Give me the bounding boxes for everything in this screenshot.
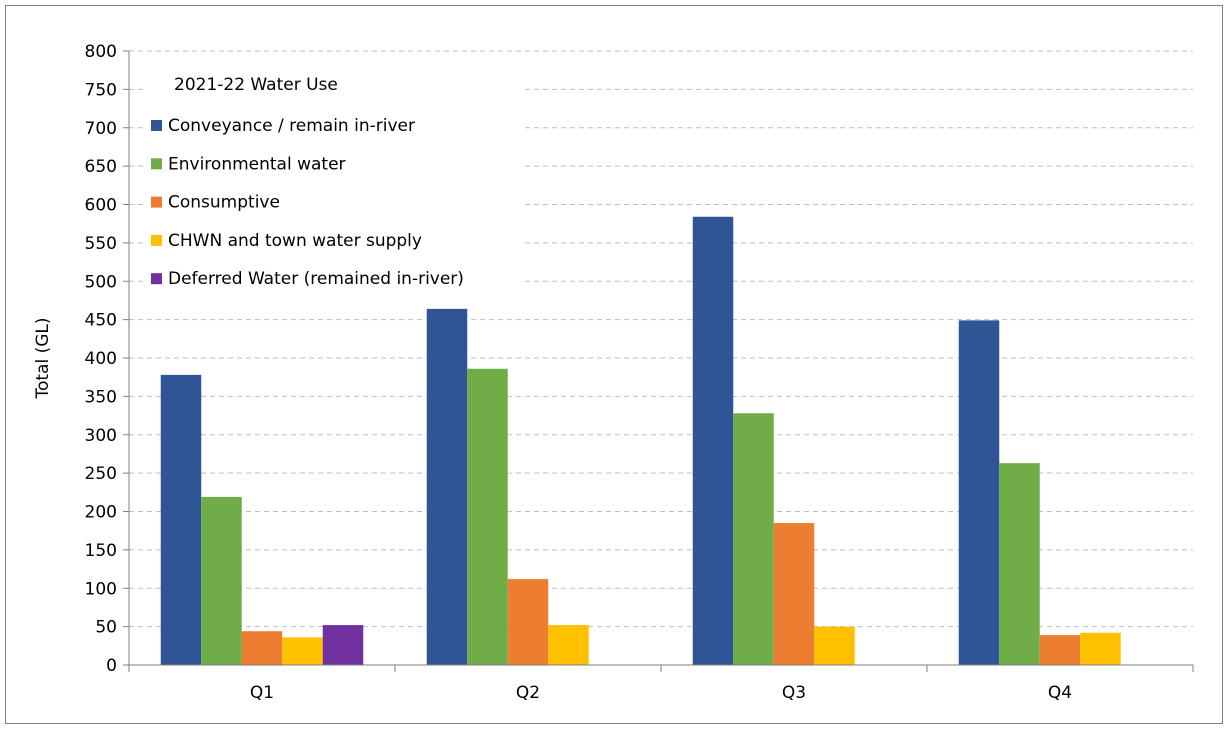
- bar-q1-series-1: [160, 374, 202, 665]
- legend-box: [146, 60, 521, 312]
- bars: [160, 216, 1121, 665]
- bar-q2-series-3: [507, 579, 549, 665]
- y-tick-label: 300: [85, 426, 117, 446]
- axes: [123, 50, 1194, 672]
- bar-q2-series-2: [467, 368, 508, 665]
- bar-q1-series-5: [322, 625, 364, 665]
- y-tick-label: 50: [95, 618, 117, 638]
- y-tick-label: 750: [85, 80, 117, 100]
- bar-q4-series-4: [1080, 632, 1121, 665]
- y-tick-label: 400: [85, 349, 117, 369]
- bar-q3-series-1: [692, 216, 734, 665]
- y-tick-label: 200: [85, 503, 117, 523]
- x-tick-label-q4: Q4: [1048, 683, 1072, 703]
- y-axis-title: Total (GL): [33, 317, 53, 399]
- bar-q4-series-3: [1039, 635, 1081, 665]
- legend-swatch-4: [151, 234, 162, 246]
- bar-q3-series-2: [733, 413, 774, 665]
- bar-q3-series-4: [814, 626, 855, 665]
- legend-label-3: Consumptive: [168, 193, 280, 213]
- x-tick-label-q3: Q3: [782, 683, 806, 703]
- legend-label-5: Deferred Water (remained in-river): [168, 269, 464, 289]
- y-tick-label: 600: [85, 196, 117, 216]
- bar-chart: 0 50 100 150 200 250 300 350 400 450 500 550 600 650 7…: [33, 42, 1194, 703]
- chart-frame: 0 50 100 150 200 250 300 350 400 450 500 550 600 650 7…: [5, 5, 1223, 724]
- legend-swatch-2: [151, 158, 162, 170]
- legend-swatch-5: [151, 273, 162, 285]
- y-tick-label: 650: [85, 157, 117, 177]
- x-tick-labels: Q1 Q2 Q3 Q4: [250, 683, 1072, 703]
- y-tick-label: 350: [85, 387, 117, 407]
- legend-title: 2021-22 Water Use: [174, 75, 338, 95]
- y-tick-label: 0: [106, 656, 117, 676]
- bar-q2-series-1: [426, 308, 468, 665]
- bar-q1-series-3: [241, 631, 283, 665]
- bar-q4-series-2: [999, 463, 1040, 665]
- legend-swatch-3: [151, 196, 162, 208]
- legend-label-1: Conveyance / remain in-river: [168, 116, 415, 136]
- legend-swatch-1: [151, 120, 162, 131]
- legend-label-4: CHWN and town water supply: [168, 231, 422, 251]
- bar-q3-series-3: [773, 523, 815, 665]
- bar-q1-series-4: [282, 637, 323, 665]
- y-tick-labels: 0 50 100 150 200 250 300 350 400 450 500 550 600 650 7…: [85, 42, 117, 676]
- x-tick-label-q2: Q2: [516, 683, 540, 703]
- bar-q4-series-1: [958, 320, 1000, 665]
- x-tick-label-q1: Q1: [250, 683, 274, 703]
- y-tick-label: 250: [85, 464, 117, 484]
- legend-label-2: Environmental water: [168, 154, 346, 174]
- legend: 2021-22 Water Use Conveyance / remain in…: [151, 75, 464, 289]
- y-tick-label: 100: [85, 579, 117, 599]
- y-tick-label: 150: [85, 541, 117, 561]
- y-tick-label: 700: [85, 119, 117, 139]
- y-tick-label: 450: [85, 311, 117, 331]
- y-tick-label: 500: [85, 272, 117, 292]
- y-tick-label: 800: [85, 42, 117, 62]
- bar-q1-series-2: [201, 496, 242, 665]
- bar-q2-series-4: [548, 625, 589, 665]
- legend-background: [146, 60, 521, 312]
- y-tick-label: 550: [85, 234, 117, 254]
